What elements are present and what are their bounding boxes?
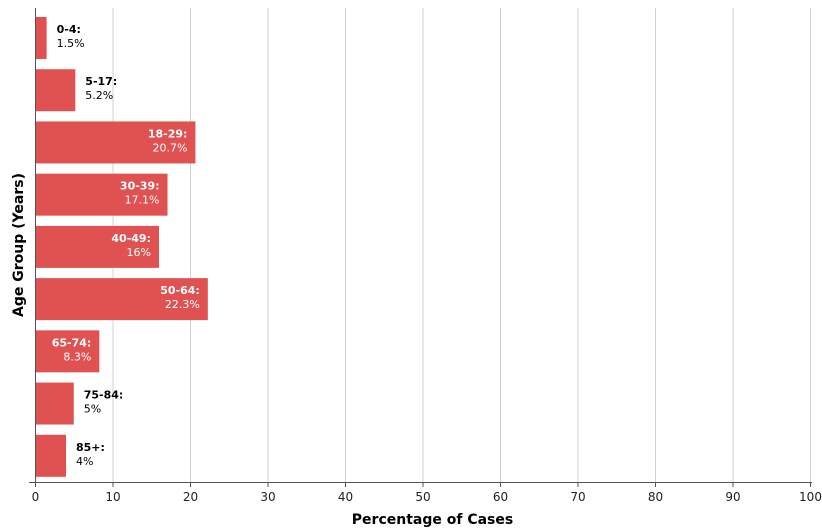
x-tick-label: 70 [570,490,585,504]
bars [35,17,208,477]
bar-value-label: 17.1% [125,194,160,207]
bar [35,382,74,425]
bar-category-label: 50-64: [160,284,200,297]
x-axis-ticks: 0 10 20 30 40 50 60 70 80 90 100 [32,482,822,504]
bar-category-label: 30-39: [120,180,160,193]
bar-value-label: 5.2% [85,89,113,102]
bar [35,121,196,164]
bar-category-label: 5-17: [85,75,117,88]
bar-category-label: 75-84: [84,389,124,402]
x-tick-label: 80 [648,490,663,504]
bar-category-label: 65-74: [52,336,92,349]
bar [35,225,159,268]
bar-value-label: 4% [76,455,93,468]
bar [35,173,168,216]
bar-value-label: 1.5% [57,37,85,50]
bar [35,69,76,112]
bar-value-label: 5% [84,403,101,416]
x-tick-label: 10 [105,490,120,504]
bar-category-label: 40-49: [111,232,151,245]
bar-value-label: 8.3% [63,350,91,363]
gridlines [112,8,811,482]
x-tick-label: 0 [32,490,40,504]
bar-value-label: 22.3% [165,298,200,311]
bar-category-label: 18-29: [148,127,188,140]
x-tick-label: 50 [415,490,430,504]
x-tick-label: 20 [183,490,198,504]
bar-value-label: 20.7% [152,141,187,154]
y-axis-title: Age Group (Years) [11,173,27,317]
x-tick-label: 100 [799,490,822,504]
x-axis-title: Percentage of Cases [352,512,513,527]
bar [35,278,208,321]
bar-category-label: 85+: [76,441,105,454]
bar [35,434,66,477]
bar [35,17,47,59]
bar-labels: 0-4:1.5% 5-17:5.2% 18-29:20.7% 30-39:17.1% 4… [52,23,200,468]
bar-category-label: 0-4: [57,23,81,36]
x-tick-label: 40 [338,490,353,504]
axes [29,8,812,483]
x-tick-label: 60 [493,490,508,504]
x-tick-label: 90 [725,490,740,504]
bar-value-label: 16% [127,246,151,259]
bar [35,330,100,373]
x-tick-label: 30 [260,490,275,504]
